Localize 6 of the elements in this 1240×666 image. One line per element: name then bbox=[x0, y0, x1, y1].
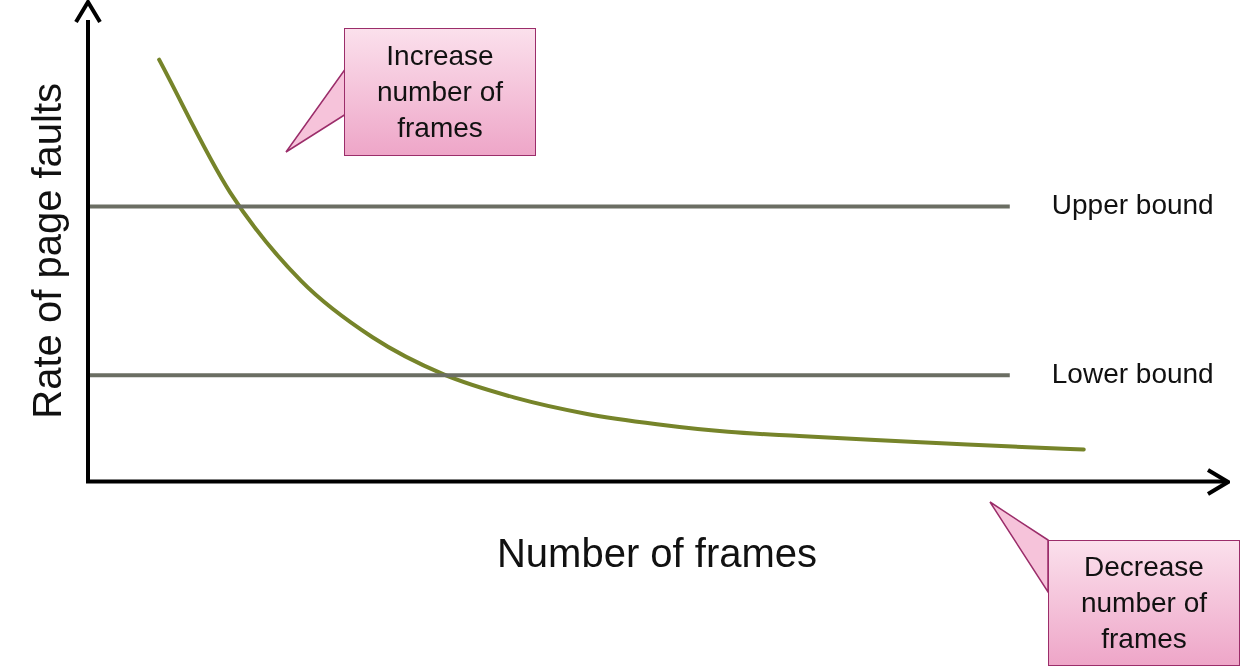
y-axis-title: Rate of page faults bbox=[25, 82, 70, 419]
ref-line-label: Upper bound bbox=[1051, 189, 1214, 221]
text: Decrease number of frames bbox=[1048, 540, 1240, 666]
annotation: Increase number of frames bbox=[344, 28, 536, 156]
ref-line-label: Lower bound bbox=[1051, 357, 1214, 389]
x-axis-title: Number of frames bbox=[496, 531, 818, 576]
